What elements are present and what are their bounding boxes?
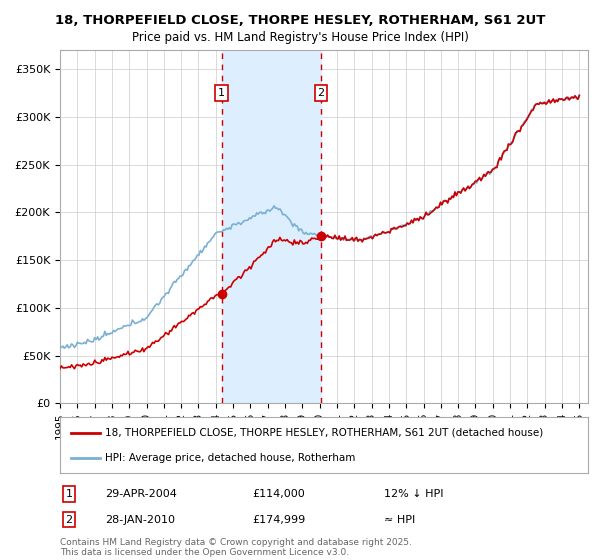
Text: Price paid vs. HM Land Registry's House Price Index (HPI): Price paid vs. HM Land Registry's House … — [131, 31, 469, 44]
Text: £174,999: £174,999 — [252, 515, 305, 525]
Text: 2: 2 — [65, 515, 73, 525]
Text: 1: 1 — [218, 88, 225, 98]
Text: 2: 2 — [317, 88, 325, 98]
Text: 29-APR-2004: 29-APR-2004 — [105, 489, 177, 499]
Text: 12% ↓ HPI: 12% ↓ HPI — [384, 489, 443, 499]
Text: 18, THORPEFIELD CLOSE, THORPE HESLEY, ROTHERHAM, S61 2UT (detached house): 18, THORPEFIELD CLOSE, THORPE HESLEY, RO… — [105, 428, 543, 438]
Text: 28-JAN-2010: 28-JAN-2010 — [105, 515, 175, 525]
Text: 18, THORPEFIELD CLOSE, THORPE HESLEY, ROTHERHAM, S61 2UT: 18, THORPEFIELD CLOSE, THORPE HESLEY, RO… — [55, 14, 545, 27]
Text: Contains HM Land Registry data © Crown copyright and database right 2025.
This d: Contains HM Land Registry data © Crown c… — [60, 538, 412, 557]
Text: HPI: Average price, detached house, Rotherham: HPI: Average price, detached house, Roth… — [105, 452, 355, 463]
Bar — [221, 50, 321, 403]
Text: £114,000: £114,000 — [252, 489, 305, 499]
Text: 1: 1 — [65, 489, 73, 499]
Text: ≈ HPI: ≈ HPI — [384, 515, 415, 525]
